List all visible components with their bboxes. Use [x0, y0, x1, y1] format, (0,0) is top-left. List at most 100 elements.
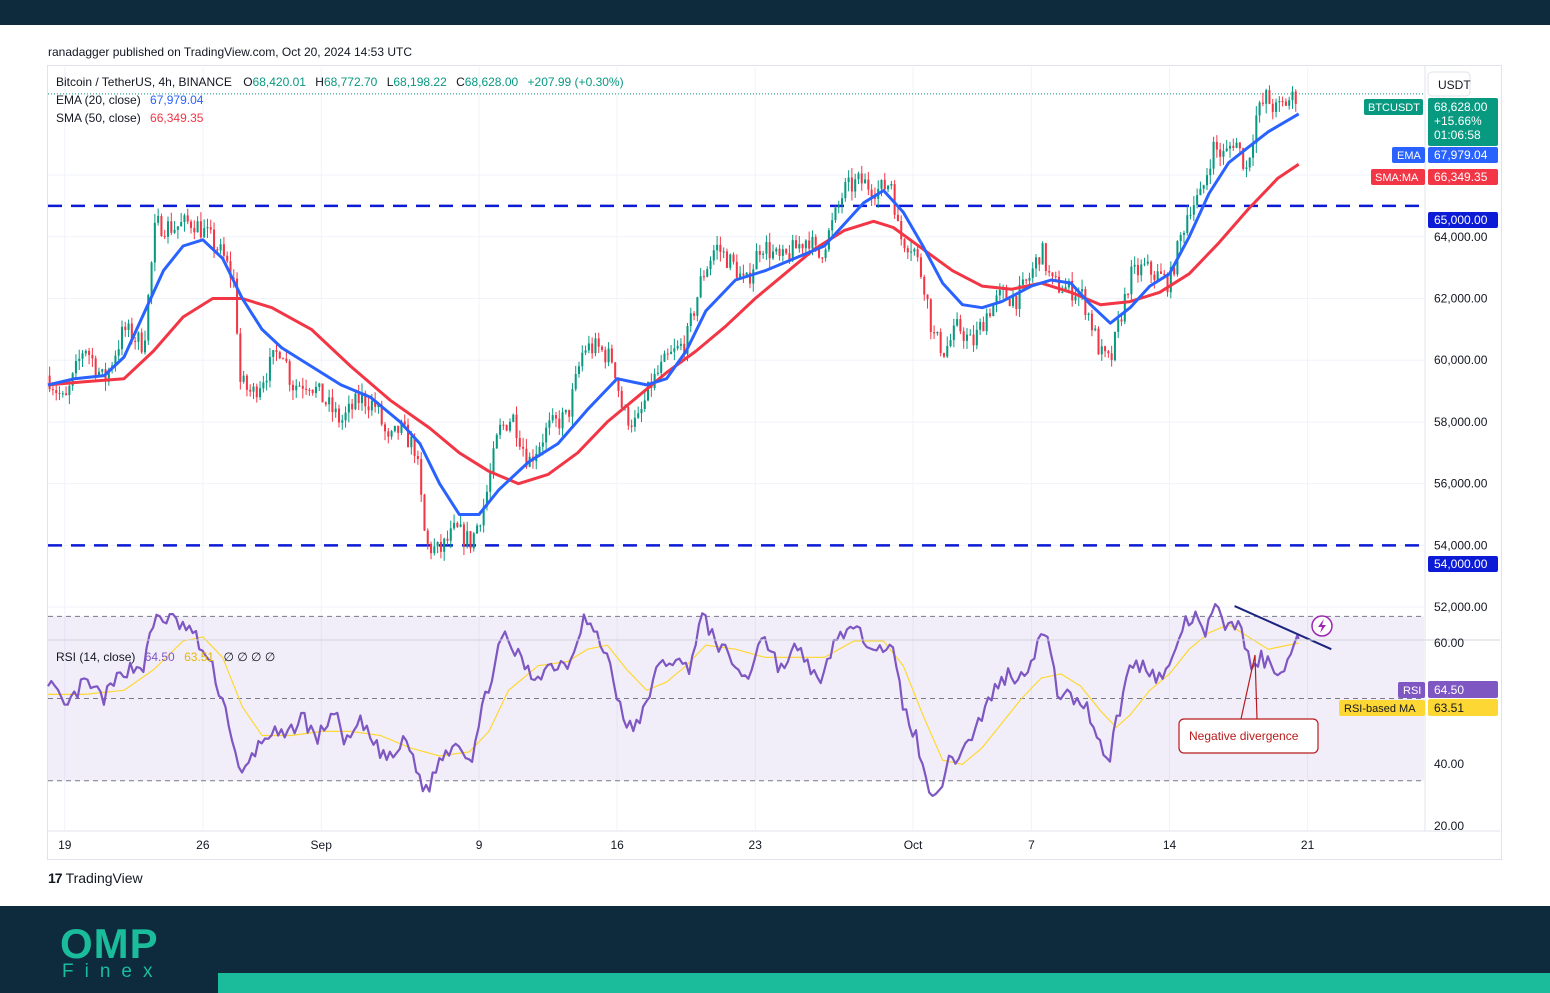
candle-body	[262, 382, 265, 389]
candle-body	[393, 425, 396, 432]
candle-body	[331, 397, 334, 413]
candle-body	[1222, 151, 1225, 157]
candle-body	[561, 412, 564, 429]
candle-body	[844, 182, 847, 199]
divergence-callout-box	[1178, 718, 1319, 754]
candle-body	[505, 425, 508, 431]
rsi-tag: RSI 64.50	[1398, 681, 1498, 698]
price-tag-bg	[1428, 98, 1498, 146]
rsi-tag-label-bg	[1398, 682, 1425, 698]
candle-body	[328, 397, 331, 405]
candle-body	[804, 240, 807, 249]
candle-body	[492, 448, 495, 473]
candle-body	[781, 249, 784, 256]
candle-body	[577, 366, 581, 374]
ema-tag-value: 67,979.04	[1434, 148, 1488, 162]
candle-body	[173, 229, 176, 233]
candle-body	[495, 434, 498, 449]
candle-body	[183, 215, 186, 223]
candle-body	[594, 338, 597, 354]
candle-body	[153, 222, 156, 263]
candle-body	[939, 332, 942, 354]
candle-body	[683, 343, 686, 354]
price-axis-label: 56,000.00	[1434, 477, 1488, 491]
currency-button[interactable]	[1427, 71, 1471, 97]
candle-body	[587, 343, 590, 351]
candle-body	[765, 242, 768, 254]
tradingview-logo[interactable]: 17 TradingView	[48, 870, 143, 886]
candle-body	[821, 257, 824, 259]
candle-body	[643, 400, 646, 409]
candle-body	[676, 345, 679, 349]
level-tag-54000: 54,000.00	[1428, 556, 1498, 572]
candle-body	[564, 409, 567, 413]
candle-body	[785, 249, 788, 254]
candle-body	[758, 251, 761, 255]
price-axis-label: 62,000.00	[1434, 291, 1488, 305]
level-tag-65000-label: 65,000.00	[1434, 213, 1488, 227]
candle-body	[887, 185, 890, 190]
candle-body	[880, 179, 883, 189]
price-axis-label: 64,000.00	[1434, 230, 1488, 244]
price-tag-value: 68,628.00	[1434, 100, 1488, 114]
candle-body	[604, 349, 607, 363]
top-bar	[0, 0, 1550, 25]
candle-body	[597, 338, 600, 347]
candle-body	[574, 373, 577, 390]
candle-body	[1110, 353, 1113, 361]
candle-body	[84, 350, 87, 354]
candle-body	[515, 414, 518, 439]
candle-body	[1133, 264, 1136, 267]
lightning-icon[interactable]	[1311, 615, 1333, 637]
time-axis-label: Oct	[904, 838, 923, 852]
candle-body	[163, 236, 166, 238]
candle-body	[134, 340, 137, 342]
candle-body	[867, 179, 870, 190]
candle-body	[436, 541, 439, 547]
candle-body	[1235, 142, 1238, 148]
candle-body	[469, 531, 472, 549]
price-axis-label: 54,000.00	[1434, 538, 1488, 552]
candle-body	[407, 424, 410, 448]
candle-body	[433, 546, 436, 554]
candle-body	[1035, 257, 1038, 269]
tradingview-logo-text: TradingView	[65, 870, 143, 886]
candle-body	[818, 245, 821, 258]
candle-body	[1232, 145, 1235, 148]
candle-body	[1258, 102, 1261, 116]
candle-body	[900, 220, 903, 240]
sma-tag: SMA:MA 66,349.35	[1371, 169, 1498, 185]
candle-body	[712, 250, 715, 261]
rsi-legend-label: RSI (14, close)	[56, 650, 135, 664]
candle-body	[68, 385, 71, 396]
candle-body	[610, 348, 613, 363]
candle-body	[883, 179, 886, 190]
candle-body	[1163, 274, 1166, 276]
candle-body	[1238, 142, 1241, 149]
candle-body	[239, 333, 242, 382]
candle-body	[1182, 233, 1186, 235]
candle-body	[890, 184, 893, 186]
candle-body	[893, 184, 896, 215]
candle-body	[633, 417, 636, 427]
negative-divergence-annotation[interactable]: Negative divergence	[1178, 654, 1319, 754]
divergence-callout-lines	[1240, 654, 1258, 720]
candle-body	[127, 323, 130, 331]
candle-body	[88, 350, 91, 355]
candle-body	[370, 400, 373, 411]
candle-body	[120, 326, 123, 350]
candle-body	[768, 242, 771, 259]
candle-body	[1084, 289, 1087, 315]
company-logo: OMP	[60, 920, 159, 967]
candle-body	[992, 304, 995, 317]
candle-body	[591, 343, 594, 354]
candle-body	[600, 346, 604, 350]
candle-body	[558, 418, 561, 429]
candle-body	[1015, 295, 1018, 309]
candle-body	[1205, 175, 1209, 186]
high-label: H	[315, 75, 324, 89]
sma-tag-label-bg	[1371, 169, 1425, 185]
candle-body	[1100, 346, 1103, 355]
candle-body	[1228, 145, 1232, 149]
